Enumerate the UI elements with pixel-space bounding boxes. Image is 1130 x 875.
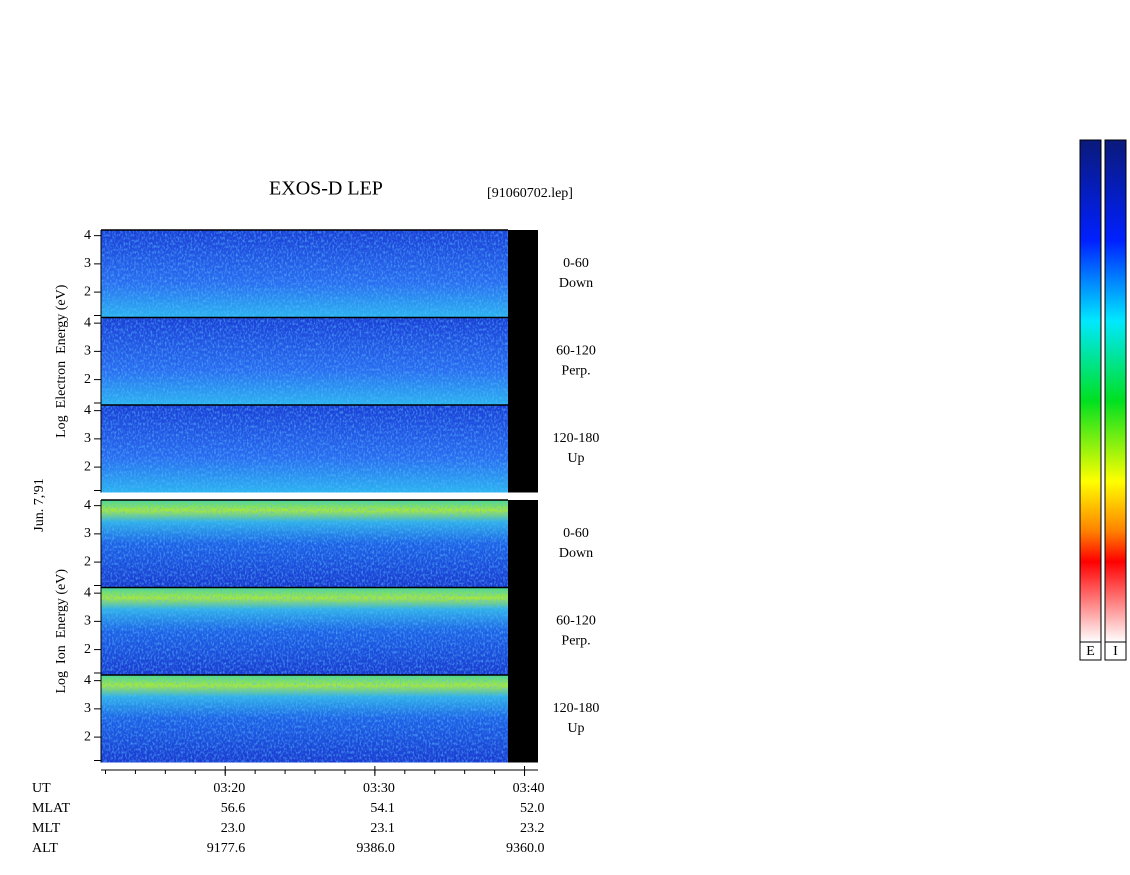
ephemeris-value: 9386.0: [356, 841, 395, 856]
y-tick-label: 3: [84, 256, 91, 271]
no-data: [508, 587, 538, 675]
y-tick-label: 2: [84, 729, 91, 744]
panel-sublabel: Perp.: [561, 364, 590, 379]
spectrogram-noise: [101, 500, 508, 588]
y-tick-label: 4: [84, 228, 91, 243]
colorbar-label: E: [1086, 644, 1095, 659]
no-data: [508, 405, 538, 493]
y-tick-label: 4: [84, 498, 91, 513]
ephemeris-value: 9360.0: [506, 841, 545, 856]
date-label: Jun. 7,'91: [32, 478, 47, 531]
y-tick-label: 3: [84, 614, 91, 629]
subtitle: [91060702.lep]: [487, 186, 573, 201]
panel-sublabel: Up: [567, 721, 584, 736]
ephemeris-value: 23.2: [520, 821, 545, 836]
spectrogram-noise: [101, 675, 508, 763]
panel-sublabel: Up: [567, 451, 584, 466]
y-tick-label: 4: [84, 673, 91, 688]
panel-label: 0-60: [563, 526, 589, 541]
panel-label: 60-120: [556, 614, 596, 629]
ephemeris-value: 23.0: [221, 821, 246, 836]
no-data: [508, 230, 538, 318]
ephemeris-value: 54.1: [370, 801, 395, 816]
y-tick-label: 3: [84, 431, 91, 446]
x-tick-label: 03:20: [213, 781, 245, 796]
y-tick-label: 2: [84, 372, 91, 387]
y-tick-label: 4: [84, 403, 91, 418]
no-data: [508, 317, 538, 405]
colorbar: [1079, 139, 1102, 643]
ephemeris-name: MLT: [32, 821, 61, 836]
y-tick-label: 2: [84, 554, 91, 569]
no-data: [508, 675, 538, 763]
spectrogram-noise: [101, 317, 508, 405]
y-tick-label: 2: [84, 284, 91, 299]
colorbar-label-box: [1079, 641, 1102, 661]
ephemeris-value: 56.6: [221, 801, 246, 816]
y-tick-label: 3: [84, 701, 91, 716]
y-tick-label: 2: [84, 642, 91, 657]
spectrogram-noise: [101, 405, 508, 493]
colorbar-label: I: [1113, 644, 1118, 659]
panel-sublabel: Down: [559, 546, 593, 561]
x-tick-label: 03:30: [363, 781, 395, 796]
y-axis-label: Log Electron Energy (eV): [54, 284, 69, 438]
ephemeris-value: 9177.6: [207, 841, 246, 856]
ephemeris-name: MLAT: [32, 801, 71, 816]
spectrogram-noise: [101, 230, 508, 318]
panel-label: 0-60: [563, 256, 589, 271]
panel-label: 120-180: [553, 431, 600, 446]
y-tick-label: 3: [84, 526, 91, 541]
colorbar-label-box: [1104, 641, 1127, 661]
ephemeris-name: ALT: [32, 841, 58, 856]
panel-sublabel: Perp.: [561, 634, 590, 649]
chart-title: EXOS-D LEP: [269, 178, 383, 200]
y-tick-label: 4: [84, 585, 91, 600]
ephemeris-value: 52.0: [520, 801, 545, 816]
x-axis-label: UT: [32, 781, 51, 796]
panel-label: 120-180: [553, 701, 600, 716]
ephemeris-value: 23.1: [370, 821, 395, 836]
no-data: [508, 500, 538, 588]
colorbar: [1104, 139, 1127, 643]
panel-sublabel: Down: [559, 276, 593, 291]
y-tick-label: 3: [84, 344, 91, 359]
y-tick-label: 4: [84, 315, 91, 330]
y-tick-label: 2: [84, 459, 91, 474]
spectrogram-noise: [101, 587, 508, 675]
panel-label: 60-120: [556, 344, 596, 359]
x-tick-label: 03:40: [513, 781, 545, 796]
y-axis-label: Log Ion Energy (eV): [54, 569, 69, 694]
